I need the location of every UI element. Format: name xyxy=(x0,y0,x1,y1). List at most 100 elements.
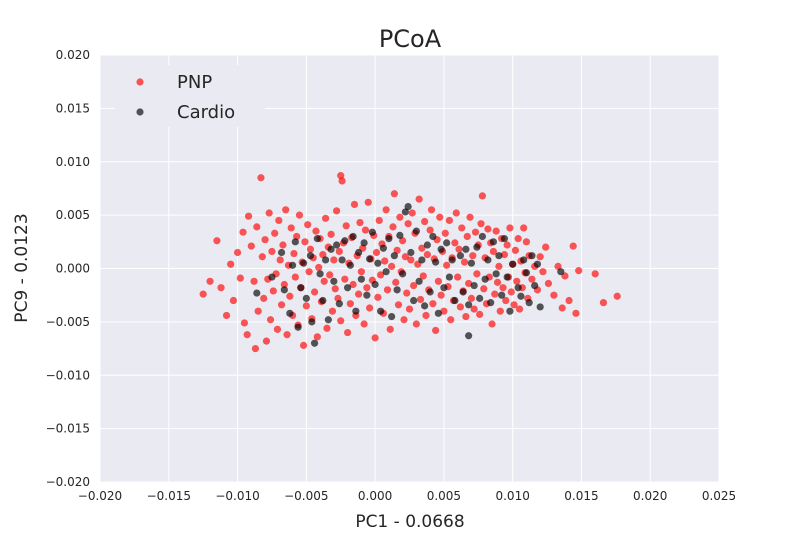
pnp-point xyxy=(401,253,409,261)
legend: PNP Cardio xyxy=(115,65,265,127)
cardio-point xyxy=(410,296,418,305)
pnp-point xyxy=(301,238,309,246)
pnp-point xyxy=(305,268,313,276)
cardio-point xyxy=(327,245,335,253)
pnp-point xyxy=(342,222,350,230)
pnp-point xyxy=(271,229,279,237)
cardio-point xyxy=(313,235,321,243)
pnp-point xyxy=(299,341,308,349)
cardio-point xyxy=(514,284,522,292)
pnp-point xyxy=(445,216,453,225)
pnp-point xyxy=(436,213,444,221)
pnp-point xyxy=(335,247,343,256)
pnp-point xyxy=(410,281,418,290)
cardio-point xyxy=(277,248,286,257)
pnp-point xyxy=(350,200,359,209)
pnp-point xyxy=(279,241,287,249)
pnp-point xyxy=(426,226,434,234)
pnp-point xyxy=(261,236,269,244)
cardio-point xyxy=(341,237,349,245)
pnp-point xyxy=(240,319,249,327)
cardio-point xyxy=(338,256,346,264)
y-tick-label: 0.015 xyxy=(56,101,90,115)
cardio-point xyxy=(517,292,525,300)
x-tick-label: 0.005 xyxy=(427,489,461,503)
cardio-point xyxy=(465,301,473,309)
pnp-point xyxy=(213,237,221,245)
pnp-point xyxy=(381,257,389,265)
cardio-point xyxy=(291,238,299,246)
pnp-point xyxy=(460,258,469,266)
pnp-point xyxy=(389,223,397,231)
pnp-point xyxy=(491,290,499,298)
x-tick-label: 0.000 xyxy=(358,489,392,503)
pnp-point xyxy=(572,309,580,317)
cardio-point xyxy=(528,252,536,260)
pnp-point xyxy=(319,251,327,259)
cardio-point xyxy=(382,268,390,276)
pnp-point xyxy=(421,217,429,226)
cardio-point xyxy=(429,232,437,241)
y-tick-label: −0.005 xyxy=(46,315,90,329)
cardio-point xyxy=(253,289,261,297)
pnp-point xyxy=(312,227,320,235)
cardio-point xyxy=(462,245,470,253)
pnp-point xyxy=(484,225,492,233)
pnp-point xyxy=(265,209,273,217)
chart-title: PCoA xyxy=(379,25,442,53)
cardio-point xyxy=(434,309,442,317)
pnp-point xyxy=(418,244,426,252)
pnp-point xyxy=(452,209,460,217)
pnp-point xyxy=(434,277,442,285)
pnp-point xyxy=(291,273,299,281)
scatter-points xyxy=(199,172,621,353)
pnp-point xyxy=(276,256,284,264)
cardio-point xyxy=(321,256,330,264)
pnp-point xyxy=(469,252,477,260)
pnp-point xyxy=(515,305,524,313)
cardio-point xyxy=(418,256,426,264)
pnp-point xyxy=(366,304,374,312)
pnp-point xyxy=(382,206,390,214)
cardio-point xyxy=(467,259,475,267)
pnp-point xyxy=(217,284,225,292)
pnp-point xyxy=(511,246,520,254)
pnp-point xyxy=(346,300,354,308)
cardio-point xyxy=(437,245,445,253)
pnp-point xyxy=(467,294,475,302)
pnp-point xyxy=(295,211,304,219)
cardio-point xyxy=(377,307,385,315)
pnp-point xyxy=(206,277,214,285)
pnp-point xyxy=(471,228,480,236)
pnp-point xyxy=(392,278,400,286)
pnp-point xyxy=(455,245,463,253)
y-tick-label: −0.020 xyxy=(46,475,90,489)
pnp-point xyxy=(338,177,346,185)
pnp-point xyxy=(513,277,521,285)
pnp-point xyxy=(275,216,283,225)
pnp-point xyxy=(273,325,282,333)
cardio-point xyxy=(443,239,451,247)
x-tick-label: −0.020 xyxy=(78,489,122,503)
pnp-point xyxy=(330,256,338,264)
pnp-point xyxy=(462,312,470,321)
pnp-point xyxy=(405,305,414,313)
pnp-point xyxy=(500,251,509,259)
pnp-point xyxy=(470,305,478,313)
cardio-point xyxy=(495,252,503,260)
pnp-point xyxy=(443,261,451,269)
pnp-point xyxy=(542,243,550,251)
pnp-point xyxy=(463,232,471,241)
x-tick-label: 0.020 xyxy=(633,489,667,503)
pnp-point xyxy=(304,221,312,229)
pnp-point xyxy=(244,212,253,220)
y-tick-label: −0.010 xyxy=(46,368,90,382)
legend-background xyxy=(115,65,265,127)
cardio-point xyxy=(319,296,327,305)
cardio-point xyxy=(316,270,324,278)
pnp-point xyxy=(416,295,425,304)
cardio-point xyxy=(451,296,459,305)
cardio-point xyxy=(487,299,495,307)
cardio-point xyxy=(489,238,498,246)
cardio-point xyxy=(470,281,478,290)
